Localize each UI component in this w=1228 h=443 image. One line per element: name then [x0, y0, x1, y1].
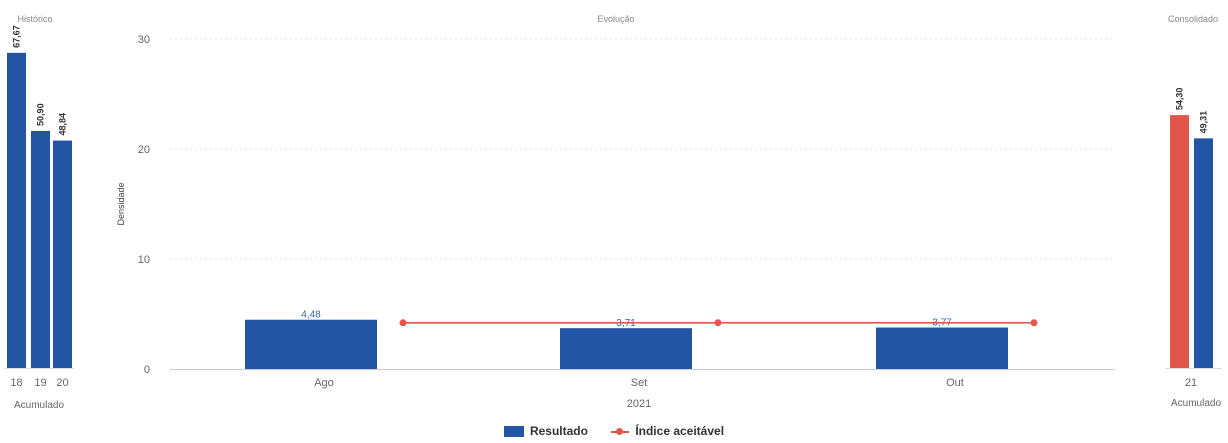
cons-xlabel: Acumulado: [1171, 398, 1221, 409]
hist-value-label-18: 67,67: [12, 25, 22, 48]
hist-bar-19: [31, 130, 50, 368]
hist-xlabel: Acumulado: [14, 400, 64, 411]
cons-bar-secondary: [1194, 138, 1213, 368]
legend: Resultado Índice aceitável: [0, 424, 1228, 440]
legend-swatch-resultado: [503, 425, 524, 437]
cons-tick-21: 21: [1185, 377, 1197, 389]
legend-label-indice: Índice aceitável: [635, 424, 725, 438]
evo-bar-set: [560, 328, 692, 369]
hist-bar-18: [7, 52, 26, 369]
evo-bar-ago: [245, 319, 377, 369]
evo-ylabel: Densidade: [116, 182, 126, 225]
hist-value-label-20: 48,84: [58, 113, 68, 136]
evo-ytick-30: 30: [138, 34, 150, 46]
evo-ytick-10: 10: [138, 254, 150, 266]
cons-value-label-secondary: 49,31: [1199, 111, 1209, 134]
legend-swatch-indice: [611, 426, 630, 437]
hist-bar-20: [53, 140, 72, 368]
evo-value-label-ago: 4,48: [301, 310, 321, 321]
evo-indice-point-set: [714, 319, 722, 327]
evo-ytick-20: 20: [138, 144, 150, 156]
evo-tick-ago: Ago: [314, 377, 334, 389]
evo-indice-point-ago: [399, 319, 407, 327]
legend-label-resultado: Resultado: [529, 424, 588, 438]
legend-item-indice[interactable]: Índice aceitável: [611, 424, 724, 438]
evo-tick-set: Set: [631, 377, 648, 389]
cons-bar-primary: [1170, 115, 1189, 368]
hist-value-label-19: 50,90: [36, 103, 46, 126]
evo-indice-point-out: [1030, 319, 1038, 327]
legend-item-resultado[interactable]: Resultado: [503, 424, 588, 438]
hist-tick-18: 18: [10, 377, 22, 389]
evo-ytick-0: 0: [144, 364, 150, 376]
evo-xlabel: 2021: [627, 398, 651, 410]
cons-title: Consolidado: [1168, 14, 1218, 24]
cons-value-label-primary: 54,30: [1175, 88, 1185, 111]
hist-tick-20: 20: [56, 377, 68, 389]
evo-value-label-set: 3,71: [616, 318, 636, 329]
hist-tick-19: 19: [34, 377, 46, 389]
evo-bar-out: [876, 327, 1008, 369]
evo-tick-out: Out: [946, 377, 964, 389]
evo-title: Evolução: [597, 14, 634, 24]
hist-title: Histórico: [17, 14, 52, 24]
